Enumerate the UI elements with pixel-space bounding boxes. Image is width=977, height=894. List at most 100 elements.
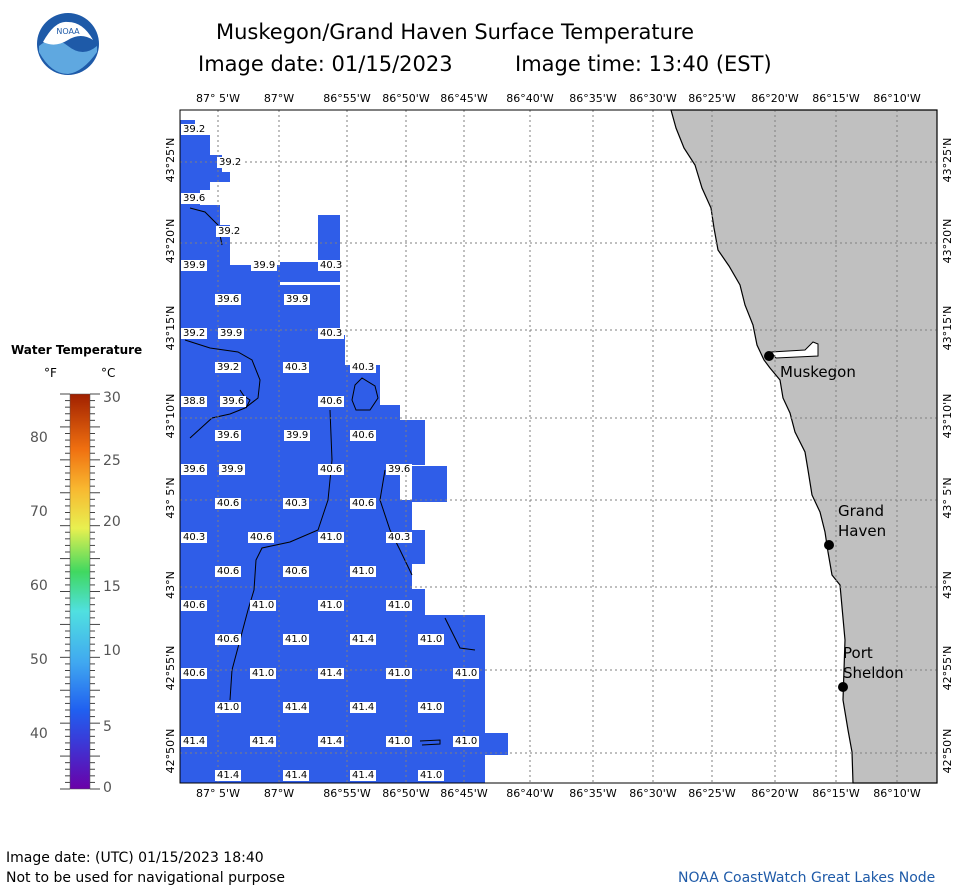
temperature-value: 41.4 xyxy=(350,634,377,645)
legend-f-tick: 60 xyxy=(30,578,48,594)
temperature-value: 40.6 xyxy=(215,498,242,509)
port-sheldon-marker xyxy=(838,682,848,692)
legend-c-tick: 15 xyxy=(103,579,121,595)
utc-date: Image date: (UTC) 01/15/2023 18:40 xyxy=(6,850,264,866)
lat-label-left: 43°15'N xyxy=(164,305,177,351)
temperature-value: 40.6 xyxy=(215,566,242,577)
temperature-value: 40.3 xyxy=(181,532,208,543)
lon-label-top: 86°35'W xyxy=(569,92,617,105)
lon-label-bottom: 86°50'W xyxy=(382,787,430,800)
temperature-value: 40.6 xyxy=(318,464,345,475)
lat-label-right: 43°20'N xyxy=(941,218,954,264)
lon-label-top: 86°30'W xyxy=(629,92,677,105)
temperature-value: 40.3 xyxy=(350,362,377,373)
temperature-value: 41.4 xyxy=(250,736,277,747)
image-time: Image time: 13:40 (EST) xyxy=(515,52,772,76)
lat-label-right: 43°15'N xyxy=(941,305,954,351)
legend-c-tick: 5 xyxy=(103,719,112,735)
lat-label-left: 43°20'N xyxy=(164,218,177,264)
legend-f-tick: 40 xyxy=(30,726,48,742)
temperature-value: 39.9 xyxy=(219,464,246,475)
temperature-value: 41.4 xyxy=(350,770,377,781)
temperature-value: 41.0 xyxy=(250,668,277,679)
temperature-value: 39.2 xyxy=(215,362,242,373)
legend-c-tick: 25 xyxy=(103,453,121,469)
lon-label-bottom: 87° 5'W xyxy=(196,787,240,800)
noaa-logo: NOAA xyxy=(37,13,99,75)
temperature-value: 39.9 xyxy=(218,328,245,339)
temperature-value: 38.8 xyxy=(181,396,208,407)
water-cell xyxy=(210,172,230,182)
lon-label-top: 87°W xyxy=(263,92,295,105)
legend-f-tick: 80 xyxy=(30,430,48,446)
lat-label-left: 43°N xyxy=(164,571,177,599)
temperature-value: 39.9 xyxy=(284,430,311,441)
temperature-value: 39.6 xyxy=(386,464,413,475)
lat-label-right: 43°25'N xyxy=(941,137,954,183)
lat-label-right: 42°55'N xyxy=(941,645,954,691)
lon-label-bottom: 86°30'W xyxy=(629,787,677,800)
temperature-value: 41.0 xyxy=(215,702,242,713)
temperature-value: 41.0 xyxy=(453,736,480,747)
lon-label-top: 86°45'W xyxy=(440,92,488,105)
lon-label-top: 86°20'W xyxy=(751,92,799,105)
lon-label-top: 87° 5'W xyxy=(196,92,240,105)
temperature-value: 41.0 xyxy=(418,702,445,713)
lon-label-bottom: 86°35'W xyxy=(569,787,617,800)
legend-f-tick: 50 xyxy=(30,652,48,668)
legend-unit-c: °C xyxy=(101,366,116,380)
temperature-value: 40.6 xyxy=(283,566,310,577)
temperature-value: 40.3 xyxy=(283,362,310,373)
lon-label-top: 86°50'W xyxy=(382,92,430,105)
lon-label-top: 86°15'W xyxy=(812,92,860,105)
temperature-value: 40.6 xyxy=(350,430,377,441)
temperature-value: 40.3 xyxy=(318,328,345,339)
temperature-value: 39.9 xyxy=(251,260,278,271)
lon-label-bottom: 86°20'W xyxy=(751,787,799,800)
temperature-value: 41.4 xyxy=(283,702,310,713)
temperature-value: 40.6 xyxy=(318,396,345,407)
lat-label-left: 42°50'N xyxy=(164,728,177,774)
lon-label-bottom: 86°10'W xyxy=(873,787,921,800)
lon-label-bottom: 86°25'W xyxy=(688,787,736,800)
lon-label-bottom: 86°40'W xyxy=(506,787,554,800)
lon-label-top: 86°55'W xyxy=(323,92,371,105)
legend-c-tick: 0 xyxy=(103,780,112,796)
grand-haven-marker xyxy=(824,540,834,550)
temperature-value: 39.6 xyxy=(181,193,208,204)
lat-label-left: 42°55'N xyxy=(164,645,177,691)
water-grid xyxy=(180,120,508,783)
temperature-value: 41.0 xyxy=(418,634,445,645)
temperature-value: 41.0 xyxy=(418,770,445,781)
temperature-value: 41.4 xyxy=(318,668,345,679)
temperature-value: 39.6 xyxy=(181,464,208,475)
temperature-value: 41.0 xyxy=(318,532,345,543)
lat-label-left: 43°25'N xyxy=(164,137,177,183)
temperature-value: 41.0 xyxy=(283,634,310,645)
lat-label-left: 43° 5'N xyxy=(164,477,177,519)
land-area xyxy=(670,109,938,784)
temperature-value: 41.4 xyxy=(181,736,208,747)
temperature-value: 40.6 xyxy=(181,600,208,611)
logo-text: NOAA xyxy=(56,27,80,36)
temperature-value: 41.0 xyxy=(386,600,413,611)
temperature-value: 41.0 xyxy=(453,668,480,679)
disclaimer: Not to be used for navigational purpose xyxy=(6,870,285,886)
lon-label-top: 86°40'W xyxy=(506,92,554,105)
temperature-value: 40.6 xyxy=(350,498,377,509)
temperature-value: 41.0 xyxy=(386,668,413,679)
lat-label-right: 43°N xyxy=(941,571,954,599)
water-cell xyxy=(180,210,220,225)
water-cell xyxy=(180,465,400,500)
temperature-value: 41.4 xyxy=(350,702,377,713)
water-cell xyxy=(412,466,447,502)
temperature-value: 40.3 xyxy=(318,260,345,271)
water-cell xyxy=(180,589,425,615)
lon-label-bottom: 86°45'W xyxy=(440,787,488,800)
image-date: Image date: 01/15/2023 xyxy=(198,52,453,76)
lon-label-top: 86°25'W xyxy=(688,92,736,105)
lon-label-top: 86°10'W xyxy=(873,92,921,105)
lat-label-right: 43° 5'N xyxy=(941,477,954,519)
isotherm-lines xyxy=(184,207,476,746)
